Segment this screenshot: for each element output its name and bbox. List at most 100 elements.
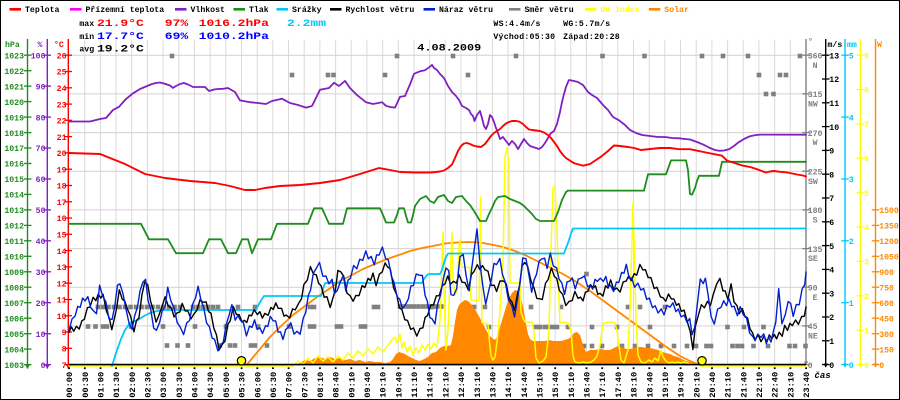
svg-text:m/s: m/s (828, 40, 843, 50)
svg-text:90: 90 (808, 284, 818, 293)
svg-text:25: 25 (57, 69, 67, 78)
svg-text:1017: 1017 (4, 145, 24, 154)
svg-text:2.2mm: 2.2mm (287, 19, 326, 30)
svg-text:900: 900 (879, 269, 894, 278)
svg-text:60: 60 (36, 176, 46, 185)
svg-text:1020: 1020 (4, 99, 24, 108)
svg-text:4.08.2009: 4.08.2009 (417, 43, 481, 55)
svg-text:1350: 1350 (879, 223, 899, 232)
svg-text:SE: SE (808, 255, 818, 264)
svg-text:30: 30 (36, 269, 46, 278)
svg-text:03:30: 03:30 (175, 372, 185, 398)
svg-text:1004: 1004 (4, 346, 24, 355)
svg-text:00:00: 00:00 (65, 372, 75, 398)
svg-text:21:40: 21:40 (739, 372, 749, 398)
svg-text:0: 0 (879, 362, 884, 371)
svg-text:max: max (79, 20, 94, 29)
svg-text:0: 0 (808, 362, 813, 371)
svg-text:15:40: 15:40 (551, 372, 561, 398)
svg-text:21.9°C: 21.9°C (97, 18, 144, 30)
svg-text:20:40: 20:40 (708, 372, 718, 398)
svg-text:05:00: 05:00 (222, 372, 232, 398)
svg-text:06:30: 06:30 (269, 372, 279, 398)
svg-text:Srážky: Srážky (292, 5, 322, 15)
svg-text:4: 4 (864, 224, 869, 233)
svg-text:07:00: 07:00 (285, 372, 295, 398)
svg-text:18:10: 18:10 (630, 372, 640, 398)
svg-text:°: ° (808, 38, 813, 47)
svg-text:05:30: 05:30 (238, 372, 248, 398)
svg-text:21: 21 (57, 134, 67, 143)
svg-text:Rychlost větru: Rychlost větru (346, 5, 415, 15)
svg-text:Přízemní teplota: Přízemní teplota (86, 5, 165, 15)
svg-text:13:10: 13:10 (473, 372, 483, 398)
svg-text:15: 15 (57, 232, 67, 241)
svg-text:1005: 1005 (4, 331, 24, 340)
svg-text:225: 225 (808, 168, 823, 177)
svg-text:11: 11 (829, 100, 839, 109)
svg-text:20:10: 20:10 (692, 372, 702, 398)
svg-text:69%: 69% (165, 32, 190, 43)
svg-text:97%: 97% (165, 19, 190, 30)
svg-text:2: 2 (864, 293, 869, 302)
svg-text:10: 10 (57, 313, 67, 322)
svg-text:W: W (813, 139, 818, 148)
svg-text:9: 9 (829, 148, 834, 157)
svg-text:15:10: 15:10 (536, 372, 546, 398)
svg-text:80: 80 (36, 114, 46, 123)
svg-text:Solar: Solar (664, 5, 689, 15)
svg-text:3: 3 (829, 290, 834, 299)
svg-text:11:40: 11:40 (426, 372, 436, 398)
svg-text:22:10: 22:10 (755, 372, 765, 398)
svg-text:750: 750 (879, 284, 894, 293)
svg-text:W: W (877, 41, 882, 50)
svg-text:1050: 1050 (879, 254, 899, 263)
svg-text:14:40: 14:40 (520, 372, 530, 398)
svg-text:0: 0 (849, 362, 854, 371)
svg-text:8: 8 (829, 171, 834, 180)
svg-text:1022: 1022 (4, 68, 24, 77)
svg-text:1500: 1500 (879, 207, 899, 216)
svg-text:17:10: 17:10 (598, 372, 608, 398)
svg-text:02:00: 02:00 (128, 372, 138, 398)
svg-text:9: 9 (62, 329, 67, 338)
svg-text:09:10: 09:10 (347, 372, 357, 398)
svg-text:1014: 1014 (4, 192, 24, 201)
svg-text:17.7°C: 17.7°C (97, 31, 144, 43)
svg-text:Směr větru: Směr větru (525, 5, 574, 15)
svg-text:19.2°C: 19.2°C (97, 44, 144, 56)
svg-text:1010: 1010 (4, 254, 24, 263)
svg-text:Vlhkost: Vlhkost (191, 5, 225, 15)
svg-text:16:40: 16:40 (583, 372, 593, 398)
svg-text:1: 1 (849, 300, 854, 309)
svg-text:135: 135 (808, 246, 823, 255)
svg-text:5: 5 (864, 190, 869, 199)
svg-text:WG:5.7m/s: WG:5.7m/s (563, 19, 610, 29)
svg-text:45: 45 (808, 323, 818, 332)
svg-text:10:40: 10:40 (394, 372, 404, 398)
svg-text:hPa: hPa (5, 40, 20, 50)
svg-text:06:00: 06:00 (253, 372, 263, 398)
svg-text:7: 7 (864, 121, 869, 130)
svg-text:mm: mm (847, 41, 857, 50)
svg-text:40: 40 (36, 238, 46, 247)
svg-text:1023: 1023 (4, 52, 24, 61)
svg-text:70: 70 (36, 145, 46, 154)
svg-text:03:00: 03:00 (159, 372, 169, 398)
svg-text:12:10: 12:10 (441, 372, 451, 398)
svg-text:7: 7 (62, 362, 67, 371)
svg-text:23:40: 23:40 (802, 372, 812, 398)
svg-text:20: 20 (57, 150, 67, 159)
svg-text:3: 3 (849, 176, 854, 185)
svg-text:2: 2 (849, 238, 854, 247)
svg-text:7: 7 (829, 195, 834, 204)
svg-text:150: 150 (879, 346, 894, 355)
svg-text:1013: 1013 (4, 207, 24, 216)
svg-text:00:30: 00:30 (81, 372, 91, 398)
svg-text:2: 2 (829, 314, 834, 323)
svg-text:360: 360 (808, 52, 823, 61)
svg-text:13:40: 13:40 (489, 372, 499, 398)
svg-text:1016: 1016 (4, 161, 24, 170)
svg-text:1012: 1012 (4, 223, 24, 232)
svg-text:%: % (38, 41, 43, 50)
